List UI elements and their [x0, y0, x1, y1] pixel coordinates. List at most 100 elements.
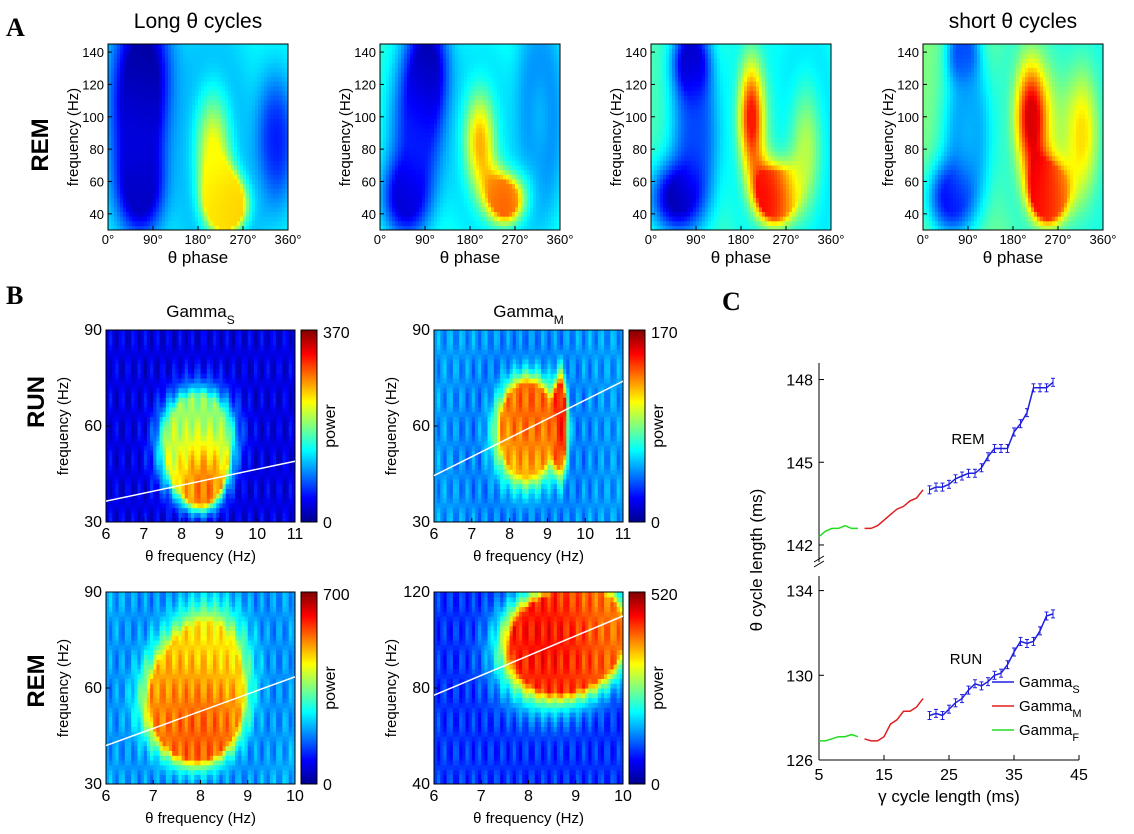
heatmap-cell [168, 53, 172, 59]
heatmap-cell [530, 220, 534, 226]
heatmap-cell [425, 81, 429, 87]
heatmap-cell [186, 104, 190, 110]
heatmap-cell [186, 123, 190, 129]
heatmap-cell [398, 85, 402, 92]
heatmap-cell [470, 137, 474, 143]
heatmap-cell [240, 90, 244, 96]
heatmap-cell [404, 216, 408, 222]
heatmap-cell [213, 146, 217, 152]
heatmap-cell [159, 71, 163, 78]
heatmap-cell [153, 123, 157, 129]
heatmap-cell [539, 48, 543, 54]
heatmap-cell [141, 160, 145, 166]
heatmap-cell [240, 132, 244, 138]
heatmap-cell [192, 206, 196, 212]
heatmap-cell [515, 109, 519, 115]
heatmap-cell [657, 160, 661, 166]
heatmap-cell [497, 85, 501, 92]
heatmap-cell [228, 220, 232, 226]
heatmap-cell [383, 132, 387, 138]
heatmap-cell [243, 192, 247, 199]
heatmap-cell [470, 178, 474, 185]
heatmap-cell [111, 174, 115, 180]
heatmap-cell [111, 95, 115, 101]
heatmap-cell [111, 99, 115, 106]
heatmap-cell [189, 220, 193, 226]
heatmap-cell [228, 202, 232, 208]
heatmap-cell [258, 76, 262, 82]
heatmap-cell [557, 141, 560, 147]
heatmap-cell [383, 67, 387, 73]
heatmap-cell [165, 137, 169, 143]
heatmap-cell [183, 150, 187, 157]
heatmap-cell [210, 178, 214, 185]
heatmap-cell [174, 127, 178, 133]
heatmap-cell [252, 67, 256, 73]
heatmap-cell [174, 164, 178, 171]
heatmap-cell [515, 67, 519, 73]
heatmap-cell [183, 90, 187, 96]
heatmap-cell [216, 76, 220, 82]
heatmap-cell [225, 216, 229, 222]
heatmap-cell [518, 95, 522, 101]
heatmap-cell [476, 95, 480, 101]
heatmap-cell [651, 192, 655, 199]
heatmap-cell [219, 202, 223, 208]
heatmap-cell [171, 81, 175, 87]
heatmap-cell [524, 118, 528, 124]
heatmap-cell [231, 137, 235, 143]
heatmap-cell [380, 192, 384, 199]
heatmap-cell [201, 169, 205, 175]
heatmap-cell [153, 225, 157, 230]
heatmap-cell [168, 141, 172, 147]
heatmap-cell [279, 57, 283, 64]
heatmap-cell [135, 192, 139, 199]
heatmap-cell [557, 127, 560, 133]
heatmap-cell [542, 178, 546, 185]
heatmap-cell [114, 211, 118, 217]
heatmap-cell [261, 109, 265, 115]
heatmap-cell [270, 95, 274, 101]
heatmap-cell [192, 67, 196, 73]
heatmap-cell [518, 183, 522, 189]
heatmap-cell [270, 150, 274, 157]
heatmap-cell [168, 57, 172, 64]
heatmap-cell [258, 127, 262, 133]
heatmap-cell [135, 99, 139, 106]
heatmap-cell [407, 62, 411, 68]
heatmap-cell [261, 137, 265, 143]
heatmap-cell [509, 141, 513, 147]
heatmap-cell [506, 137, 510, 143]
heatmap-cell [554, 76, 558, 82]
heatmap-cell [539, 67, 543, 73]
heatmap-cell [488, 225, 492, 230]
heatmap-cell [267, 216, 271, 222]
heatmap-cell [171, 132, 175, 138]
heatmap-cell [407, 160, 411, 166]
heatmap-cell [503, 118, 507, 124]
heatmap-cell [192, 127, 196, 133]
heatmap-cell [446, 118, 450, 124]
heatmap-cell [228, 141, 232, 147]
heatmap-cell [126, 48, 130, 54]
heatmap-cell [654, 118, 658, 124]
heatmap-cell [132, 71, 136, 78]
heatmap-cell [545, 202, 549, 208]
heatmap-cell [440, 104, 444, 110]
heatmap-cell [518, 85, 522, 92]
heatmap-cell [177, 44, 181, 50]
heatmap-cell [437, 132, 441, 138]
heatmap-cell [150, 178, 154, 185]
heatmap-cell [461, 220, 465, 226]
heatmap-cell [219, 44, 223, 50]
heatmap-cell [267, 44, 271, 50]
heatmap-cell [243, 99, 247, 106]
heatmap-cell [204, 104, 208, 110]
heatmap-cell [503, 183, 507, 189]
heatmap-cell [174, 113, 178, 119]
heatmap-cell [509, 164, 513, 171]
heatmap-cell [401, 67, 405, 73]
heatmap-cell [258, 109, 262, 115]
heatmap-cell [144, 53, 148, 59]
